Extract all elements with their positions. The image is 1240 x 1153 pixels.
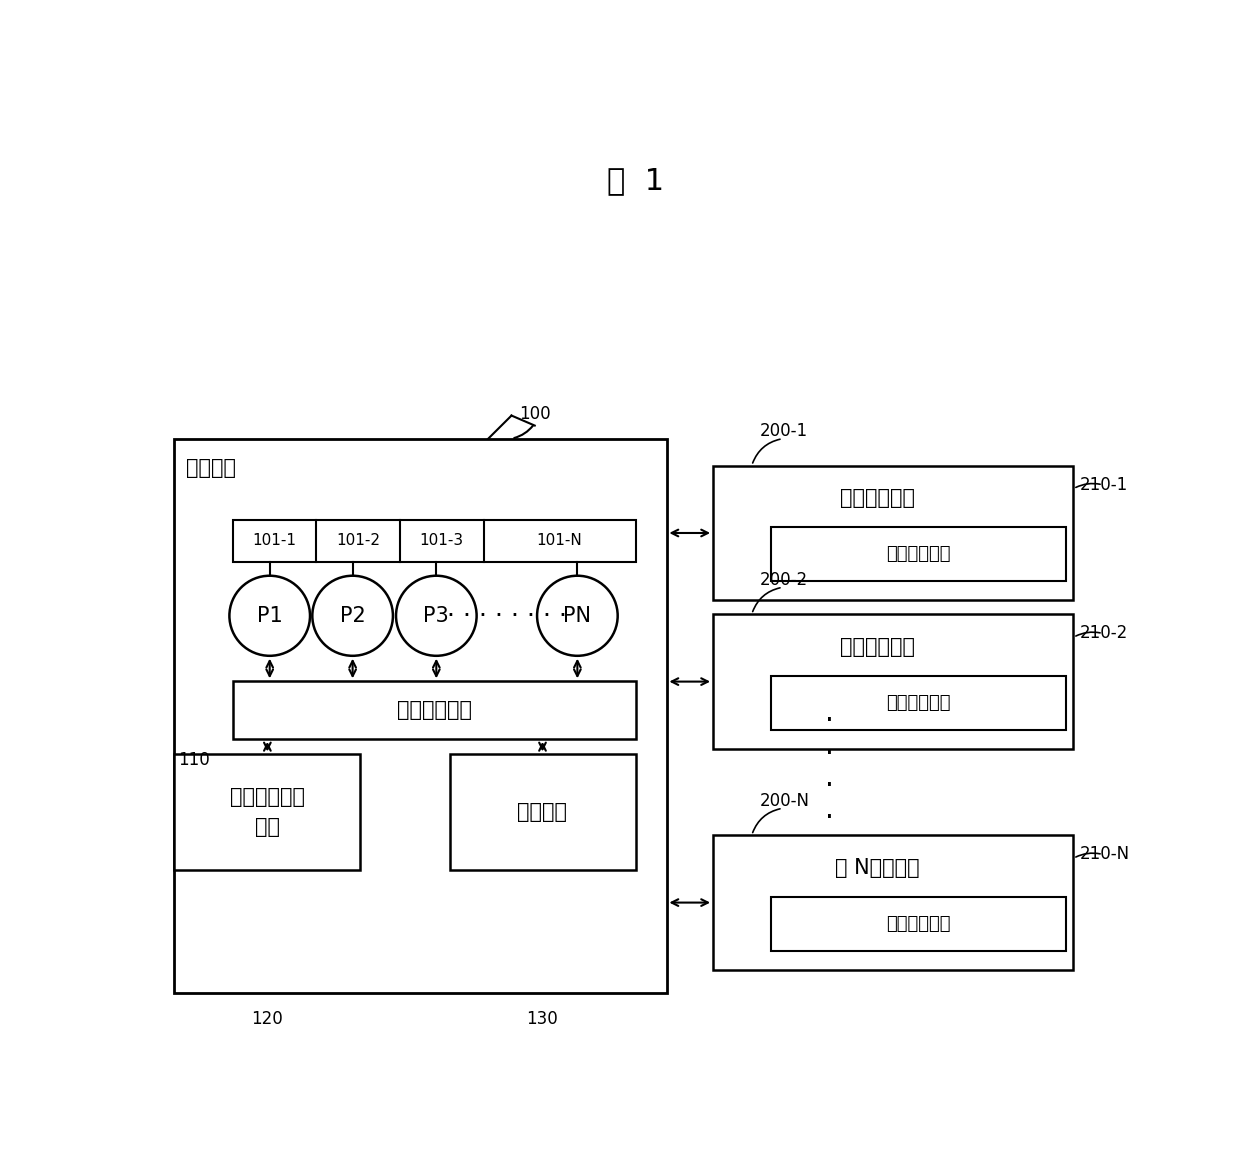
Text: P1: P1 — [257, 605, 283, 626]
Text: 130: 130 — [527, 1010, 558, 1028]
Text: 室内控制单元: 室内控制单元 — [887, 694, 951, 711]
Bar — [713, 615, 1074, 749]
Bar — [233, 520, 635, 562]
Bar — [713, 835, 1074, 970]
Text: 室外单元: 室外单元 — [186, 458, 236, 478]
Text: P3: P3 — [423, 605, 449, 626]
Text: 第二室内单元: 第二室内单元 — [841, 636, 915, 656]
Text: 第 N室内单元: 第 N室内单元 — [836, 858, 920, 877]
Text: 室内控制单元: 室内控制单元 — [887, 914, 951, 933]
Text: PN: PN — [563, 605, 591, 626]
Circle shape — [312, 575, 393, 656]
Text: 室内控制单元: 室内控制单元 — [887, 545, 951, 563]
Text: 210-2: 210-2 — [1080, 625, 1128, 642]
Text: 101-N: 101-N — [537, 533, 583, 548]
Text: 101-2: 101-2 — [336, 533, 379, 548]
Text: 200-1: 200-1 — [759, 422, 807, 440]
Circle shape — [396, 575, 476, 656]
Text: 图  1: 图 1 — [606, 166, 665, 195]
Text: 200-2: 200-2 — [759, 571, 807, 588]
Text: 101-1: 101-1 — [253, 533, 296, 548]
Text: 101-3: 101-3 — [419, 533, 464, 548]
Text: · · · · · · · ·: · · · · · · · · — [446, 604, 567, 627]
Text: P2: P2 — [340, 605, 366, 626]
Bar — [449, 754, 635, 869]
Text: ·
·
·
·: · · · · — [825, 707, 833, 832]
Text: 120: 120 — [252, 1010, 283, 1028]
Bar — [713, 466, 1074, 601]
Bar — [233, 681, 635, 739]
Text: 工作时间积累
单元: 工作时间积累 单元 — [229, 787, 305, 837]
Text: 室外控制单元: 室外控制单元 — [397, 700, 471, 721]
Text: 存储单元: 存储单元 — [517, 802, 568, 822]
Circle shape — [229, 575, 310, 656]
Bar — [771, 897, 1065, 951]
Text: 200-N: 200-N — [759, 792, 810, 809]
Bar — [175, 438, 667, 993]
Circle shape — [537, 575, 618, 656]
Text: 第一室内单元: 第一室内单元 — [841, 488, 915, 508]
Bar — [771, 676, 1065, 730]
Text: 210-N: 210-N — [1080, 845, 1130, 864]
Text: 110: 110 — [179, 751, 210, 769]
Text: 210-1: 210-1 — [1080, 476, 1128, 493]
Bar — [175, 754, 361, 869]
Bar — [771, 527, 1065, 581]
Text: 100: 100 — [518, 405, 551, 423]
